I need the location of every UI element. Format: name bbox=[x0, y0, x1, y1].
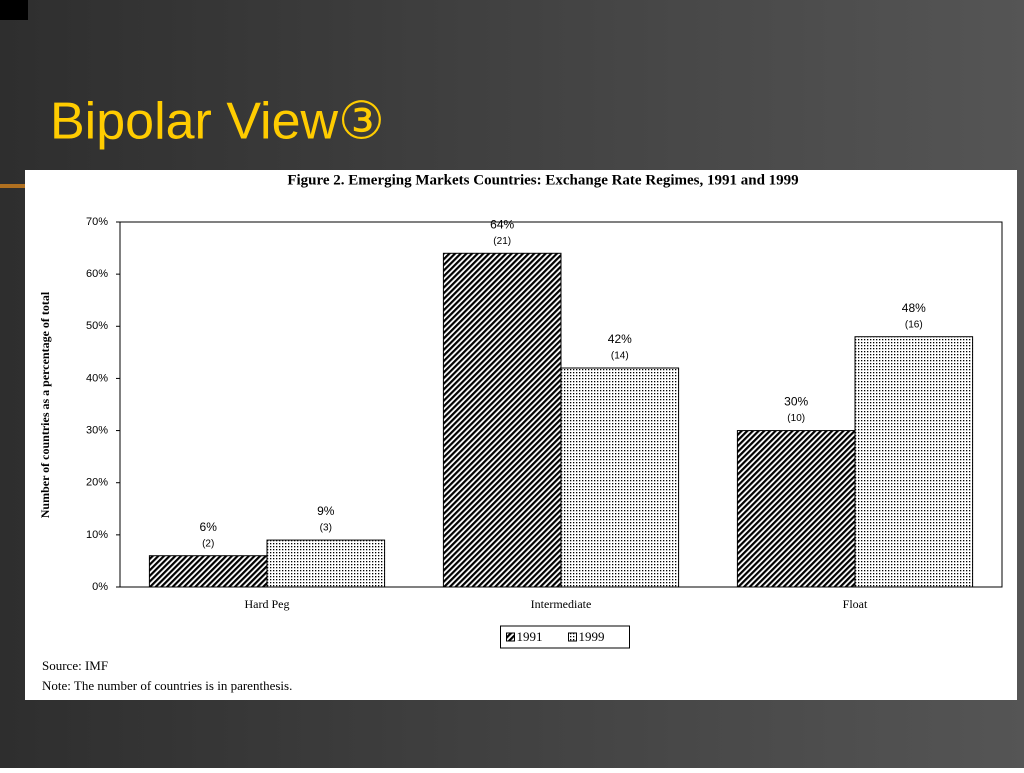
slide-title: Bipolar View③ bbox=[50, 93, 385, 151]
legend-box bbox=[500, 625, 630, 649]
x-tick-label: Hard Peg bbox=[245, 597, 290, 611]
bar bbox=[266, 539, 386, 588]
x-tick-label: Intermediate bbox=[531, 597, 592, 611]
y-axis-label: Number of countries as a percentage of t… bbox=[38, 291, 52, 518]
legend-swatch bbox=[568, 632, 577, 642]
y-tick-label: 60% bbox=[86, 268, 108, 280]
value-label: 42% bbox=[608, 332, 632, 346]
value-label: 48% bbox=[902, 301, 926, 315]
y-tick-label: 20% bbox=[86, 477, 108, 489]
accent-line bbox=[0, 184, 26, 188]
bar bbox=[560, 367, 680, 588]
count-label: (10) bbox=[787, 413, 805, 424]
bar bbox=[442, 252, 562, 588]
count-label: (21) bbox=[493, 236, 511, 247]
legend-label: 1999 bbox=[579, 629, 605, 644]
count-label: (2) bbox=[202, 538, 214, 549]
x-tick-label: Float bbox=[843, 597, 868, 611]
note: Note: The number of countries is in pare… bbox=[42, 678, 292, 693]
bar bbox=[854, 336, 974, 588]
legend-label: 1991 bbox=[517, 629, 543, 644]
y-tick-label: 70% bbox=[86, 216, 108, 228]
count-label: (16) bbox=[905, 319, 923, 330]
y-tick-label: 40% bbox=[86, 372, 108, 384]
y-tick-label: 0% bbox=[92, 581, 108, 593]
chart-title: Figure 2. Emerging Markets Countries: Ex… bbox=[287, 172, 798, 188]
legend-swatch bbox=[506, 632, 515, 642]
corner-block bbox=[0, 0, 28, 20]
value-label: 9% bbox=[317, 504, 335, 518]
value-label: 30% bbox=[784, 395, 808, 409]
y-tick-label: 50% bbox=[86, 320, 108, 332]
count-label: (3) bbox=[320, 523, 332, 534]
count-label: (14) bbox=[611, 351, 629, 362]
bar bbox=[736, 430, 856, 588]
value-label: 64% bbox=[490, 217, 514, 231]
source: Source: IMF bbox=[42, 658, 108, 673]
y-tick-label: 30% bbox=[86, 424, 108, 436]
bar bbox=[148, 555, 268, 588]
value-label: 6% bbox=[200, 520, 218, 534]
y-tick-label: 10% bbox=[86, 529, 108, 541]
